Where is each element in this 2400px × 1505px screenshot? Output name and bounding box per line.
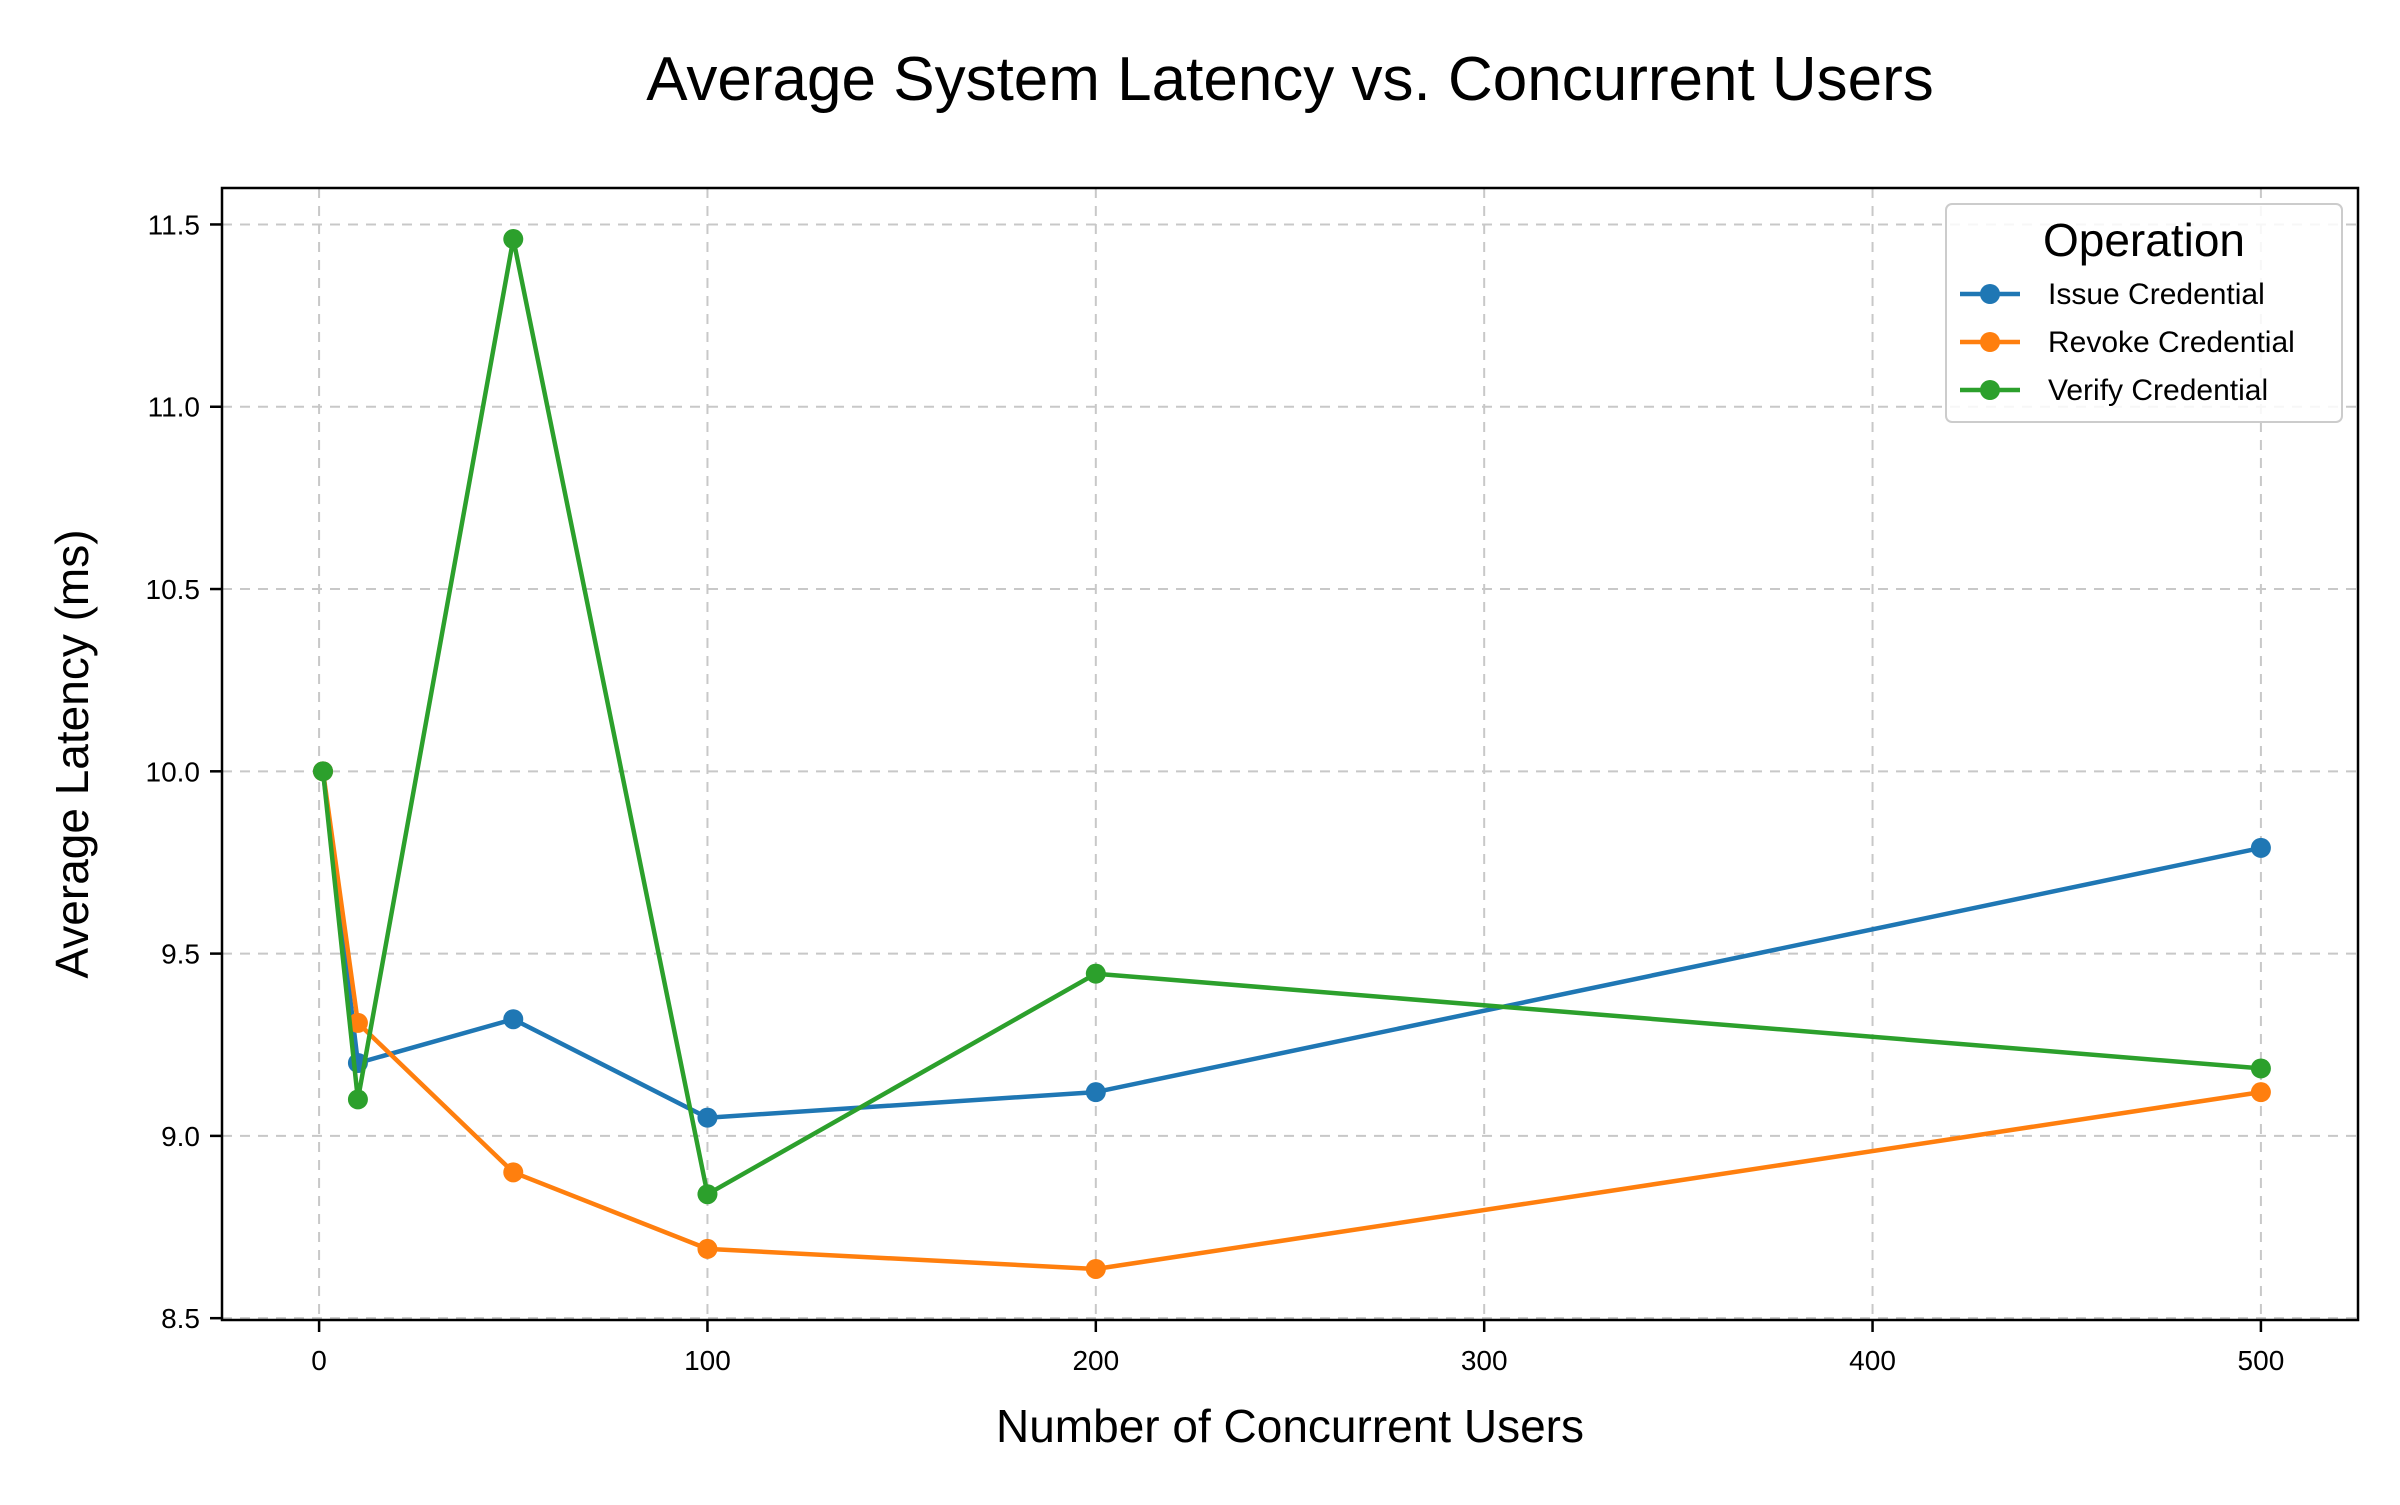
axis-ticks: 0 100 200 300 400 500 8.5 9.0 9.5 10.0 10.5 11.0 11.…: [146, 209, 2285, 1376]
legend-item-verify-credential: Verify Credential: [1960, 374, 2268, 407]
legend-swatch-marker: [1980, 332, 2000, 352]
y-tick-label: 10.0: [146, 756, 201, 787]
series-revoke-credential: [312, 761, 2271, 1279]
series-line-issue-credential: [320, 771, 2262, 1120]
x-axis-label: Number of Concurrent Users: [996, 1400, 1584, 1452]
chart-title: Average System Latency vs. Concurrent Us…: [646, 45, 1934, 114]
data-point-revoke-credential: [2250, 1082, 2271, 1103]
series-issue-credential: [312, 761, 2271, 1128]
legend-item-revoke-credential: Revoke Credential: [1960, 326, 2295, 359]
data-point-issue-credential: [503, 1009, 524, 1030]
data-point-revoke-credential: [503, 1162, 524, 1183]
legend-swatch-marker: [1980, 380, 2000, 400]
y-axis-label: Average Latency (ms): [46, 529, 98, 978]
legend-items: Issue Credential Revoke Credential Verify …: [1960, 278, 2295, 407]
data-point-issue-credential: [2250, 837, 2271, 858]
legend-item-issue-credential: Issue Credential: [1960, 278, 2265, 311]
y-tick-label: 11.5: [148, 209, 200, 240]
series-line-revoke-credential: [320, 770, 2262, 1272]
legend-label: Verify Credential: [2048, 374, 2268, 407]
data-point-verify-credential: [503, 229, 524, 250]
plot-area-frame: [220, 186, 2360, 1322]
data-point-issue-credential: [1085, 1082, 1106, 1103]
data-point-verify-credential: [347, 1089, 368, 1110]
x-tick-label: 500: [2238, 1345, 2285, 1376]
data-point-revoke-credential: [347, 1012, 368, 1033]
y-tick-label: 9.0: [161, 1121, 200, 1152]
x-tick-label: 100: [684, 1345, 731, 1376]
data-point-revoke-credential: [697, 1238, 718, 1259]
legend-title: Operation: [2043, 214, 2245, 266]
legend-label: Issue Credential: [2048, 278, 2265, 311]
legend-swatch-marker: [1980, 284, 2000, 304]
data-point-revoke-credential: [1085, 1258, 1106, 1279]
legend-frame: [1945, 203, 2343, 423]
data-point-verify-credential: [1085, 963, 1106, 984]
y-tick-label: 9.5: [161, 939, 200, 970]
data-point-verify-credential: [697, 1184, 718, 1205]
legend-label: Revoke Credential: [2048, 326, 2295, 359]
x-tick-label: 300: [1461, 1345, 1508, 1376]
x-tick-label: 200: [1072, 1345, 1119, 1376]
data-point-issue-credential: [697, 1107, 718, 1128]
series-line-verify-credential: [320, 236, 2262, 1197]
data-point-verify-credential: [312, 761, 333, 782]
y-tick-label: 11.0: [148, 392, 200, 423]
y-tick-label: 10.5: [146, 574, 201, 605]
series-verify-credential: [312, 229, 2271, 1205]
data-point-verify-credential: [2250, 1058, 2271, 1079]
legend: Operation Issue Credential Revoke Credent…: [1945, 203, 2343, 423]
y-tick-label: 8.5: [161, 1303, 200, 1334]
x-tick-label: 400: [1849, 1345, 1896, 1376]
series-lines: [312, 229, 2271, 1279]
x-tick-label: 0: [311, 1345, 327, 1376]
